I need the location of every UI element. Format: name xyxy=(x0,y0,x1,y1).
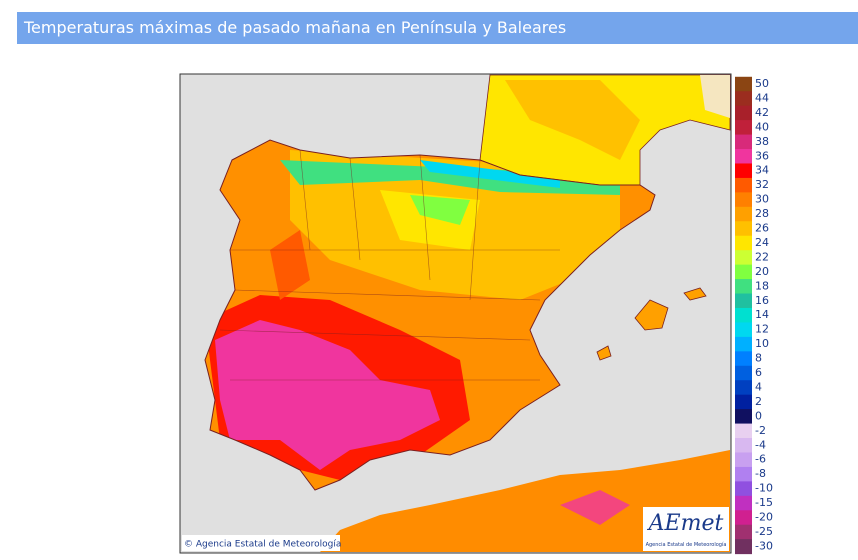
legend-swatch xyxy=(735,134,752,150)
ibiza xyxy=(596,345,612,361)
legend-label: 44 xyxy=(755,91,769,104)
legend-label: 26 xyxy=(755,222,769,235)
legend-swatch xyxy=(735,279,752,295)
logo-caption: Agencia Estatal de Meteorología xyxy=(646,541,727,548)
legend-label: 8 xyxy=(755,352,762,365)
borders xyxy=(219,149,560,381)
legend-swatch xyxy=(735,221,752,237)
legend-label: -8 xyxy=(755,467,766,480)
legend-label: -20 xyxy=(755,511,773,524)
legend-swatch xyxy=(735,423,752,439)
legend-label: -15 xyxy=(755,496,773,509)
legend-swatch xyxy=(735,409,752,425)
menorca xyxy=(683,287,707,301)
legend-swatch xyxy=(735,105,752,121)
legend-swatch xyxy=(735,206,752,222)
legend-swatch xyxy=(735,120,752,136)
legend-label: 14 xyxy=(755,308,769,321)
legend-label: 4 xyxy=(755,380,762,393)
legend-swatch xyxy=(735,365,752,381)
legend-label: 28 xyxy=(755,207,769,220)
legend-label: 40 xyxy=(755,120,769,133)
legend-swatch xyxy=(735,235,752,251)
legend-label: 30 xyxy=(755,193,769,206)
legend-swatch xyxy=(735,539,752,555)
legend-swatch xyxy=(735,149,752,164)
legend-swatch xyxy=(735,380,752,396)
legend-label: 20 xyxy=(755,265,769,278)
credit-box xyxy=(182,535,340,551)
france-warm xyxy=(505,80,640,160)
france-east xyxy=(700,75,730,118)
legend-swatch xyxy=(735,510,752,526)
logo: AEmet xyxy=(647,511,724,536)
coastline xyxy=(204,139,656,491)
legend-label: -2 xyxy=(755,424,766,437)
legend-swatch xyxy=(735,322,752,338)
legend-swatch xyxy=(735,495,752,511)
legend-label: 18 xyxy=(755,279,769,292)
legend-label: -25 xyxy=(755,525,773,538)
legend-label: 6 xyxy=(755,366,762,379)
legend-label: -4 xyxy=(755,438,766,451)
iberia xyxy=(205,140,655,490)
legend-swatch xyxy=(735,351,752,367)
mallorca xyxy=(634,299,669,331)
legend: 5044424038363432302826242220181614121086… xyxy=(735,76,773,555)
legend-swatch xyxy=(735,192,752,208)
legend-swatch xyxy=(735,76,752,92)
legend-label: 38 xyxy=(755,135,769,148)
legend-label: 32 xyxy=(755,178,769,191)
legend-swatch xyxy=(735,91,752,107)
legend-swatch xyxy=(735,336,752,352)
logo-box xyxy=(643,507,729,551)
legend-label: 34 xyxy=(755,164,769,177)
legend-label: 10 xyxy=(755,337,769,350)
legend-swatch xyxy=(735,452,752,468)
legend-swatch xyxy=(735,177,752,193)
legend-swatch xyxy=(735,438,752,453)
legend-label: 12 xyxy=(755,323,769,336)
legend-label: -6 xyxy=(755,453,766,466)
legend-label: 16 xyxy=(755,294,769,307)
credit: © Agencia Estatal de Meteorología xyxy=(184,540,341,550)
africa-hot xyxy=(560,490,630,525)
legend-label: 36 xyxy=(755,149,769,162)
title-bar: Temperaturas máximas de pasado mañana en… xyxy=(17,12,858,44)
legend-label: 2 xyxy=(755,395,762,408)
legend-swatch xyxy=(735,481,752,497)
legend-label: 22 xyxy=(755,250,769,263)
title: Temperaturas máximas de pasado mañana en… xyxy=(24,18,567,37)
legend-swatch xyxy=(735,394,752,410)
africa xyxy=(320,450,730,552)
legend-swatch xyxy=(735,307,752,323)
legend-label: 50 xyxy=(755,77,769,90)
legend-label: -10 xyxy=(755,482,773,495)
legend-swatch xyxy=(735,466,752,482)
legend-swatch xyxy=(735,293,752,309)
legend-label: -30 xyxy=(755,539,773,552)
legend-label: 24 xyxy=(755,236,769,249)
legend-swatch xyxy=(735,250,752,266)
legend-label: 0 xyxy=(755,409,762,422)
legend-swatch xyxy=(735,163,752,179)
legend-swatch xyxy=(735,264,752,280)
legend-label: 42 xyxy=(755,106,769,119)
legend-swatch xyxy=(735,524,752,540)
